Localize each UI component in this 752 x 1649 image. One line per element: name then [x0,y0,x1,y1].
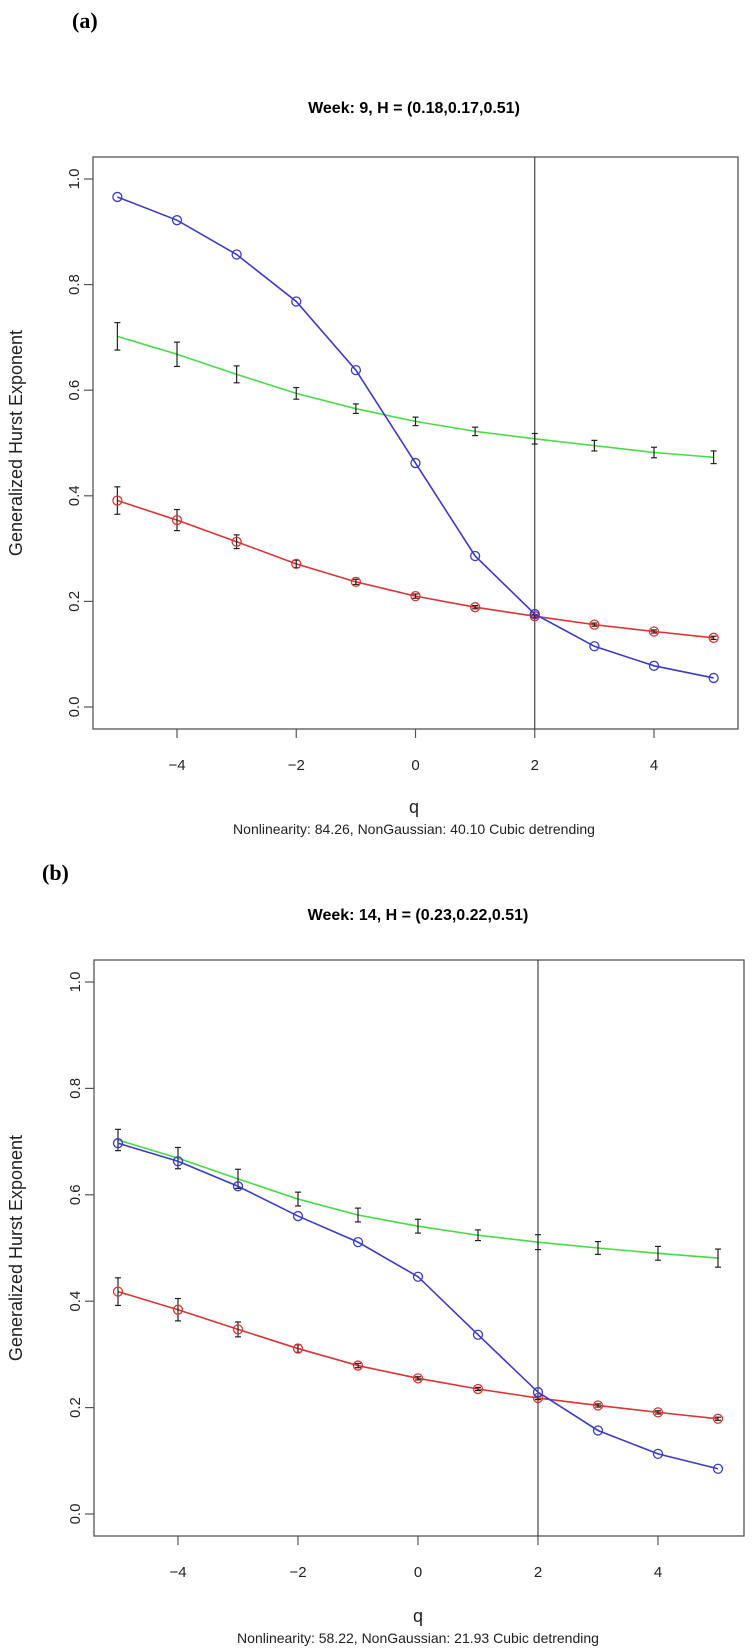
x-tick-label: −4 [169,1564,186,1581]
x-tick-label: 4 [650,757,658,774]
data-point [412,1373,424,1384]
panel-b: (b) Week: 14, H = (0.23,0.22,0.51) q Non… [6,860,745,1646]
series-line [117,499,714,639]
y-tick-label: 0.2 [67,1397,84,1418]
data-point [469,550,481,562]
chart-title: Week: 9, H = (0.18,0.17,0.51) [308,100,520,117]
data-point [172,1156,184,1167]
data-point [529,608,540,620]
data-point [352,1236,364,1248]
y-tick-label: 0.2 [66,591,83,612]
data-point [469,602,481,613]
data-point [592,1425,604,1436]
y-axis-label: Generalized Hurst Exponent [6,1135,26,1361]
data-point [532,1392,544,1404]
series-line [117,1290,719,1420]
data-point [350,576,362,588]
x-tick-label: 2 [531,757,539,774]
y-tick-label: 0.4 [66,485,83,506]
x-axis-label: q [413,1606,423,1626]
chart-title: Week: 14, H = (0.23,0.22,0.51) [308,907,529,924]
x-tick-label: −2 [289,1564,306,1581]
y-tick-label: 0.0 [66,697,83,718]
data-point [291,558,302,570]
y-tick-label: 0.6 [66,380,83,401]
y-tick-label: 0.0 [67,1504,84,1525]
data-point [472,1329,484,1340]
y-tick-label: 0.4 [67,1291,84,1312]
data-point [171,514,183,526]
data-point [472,1383,484,1395]
data-point [231,249,242,260]
data-point [232,1324,244,1335]
x-tick-label: −2 [288,757,305,774]
data-point [532,1387,544,1398]
data-point [112,1286,124,1297]
series-line [117,1139,719,1259]
series-line [117,335,714,459]
data-point [648,626,660,637]
data-point [112,191,123,203]
data-point [410,457,421,469]
y-tick-label: 0.6 [67,1184,84,1205]
data-point [112,495,123,506]
x-tick-label: 4 [654,1564,662,1581]
x-tick-label: 2 [534,1564,542,1581]
data-point [232,1181,244,1192]
data-point [291,296,302,307]
data-point [112,1138,124,1149]
data-point [292,1210,304,1222]
panel-label: (a) [72,8,98,33]
plot-frame [93,959,745,1537]
data-point [652,1448,664,1460]
data-point [172,1304,184,1315]
data-point [352,1360,364,1371]
data-point [589,641,600,652]
y-tick-label: 1.0 [66,169,83,190]
y-tick-label: 0.8 [67,1078,84,1099]
panel-label: (b) [42,860,69,885]
data-point [712,1463,724,1474]
data-point [589,619,600,630]
x-tick-label: −4 [168,757,185,774]
plot-frame [92,156,739,730]
data-point [652,1407,664,1418]
data-point [648,660,660,671]
x-axis-label: q [409,797,419,817]
data-point [412,1271,424,1282]
data-point [350,364,362,376]
data-point [171,215,183,226]
data-point [410,590,421,602]
data-point [708,672,719,684]
data-point [708,632,719,643]
y-axis-label: Generalized Hurst Exponent [6,330,26,556]
series-line [117,1142,719,1470]
chart-subtitle: Nonlinearity: 58.22, NonGaussian: 21.93 … [237,1630,599,1646]
data-point [231,536,242,547]
panel-a: (a) Week: 9, H = (0.18,0.17,0.51) q Nonl… [6,8,739,837]
series-line [117,196,714,679]
x-tick-label: 0 [414,1564,422,1581]
y-tick-label: 1.0 [67,972,84,993]
data-point [592,1400,604,1411]
y-tick-label: 0.8 [66,274,83,295]
data-point [712,1413,724,1424]
data-point [292,1343,304,1354]
x-tick-label: 0 [411,757,419,774]
chart-subtitle: Nonlinearity: 84.26, NonGaussian: 40.10 … [233,821,595,837]
